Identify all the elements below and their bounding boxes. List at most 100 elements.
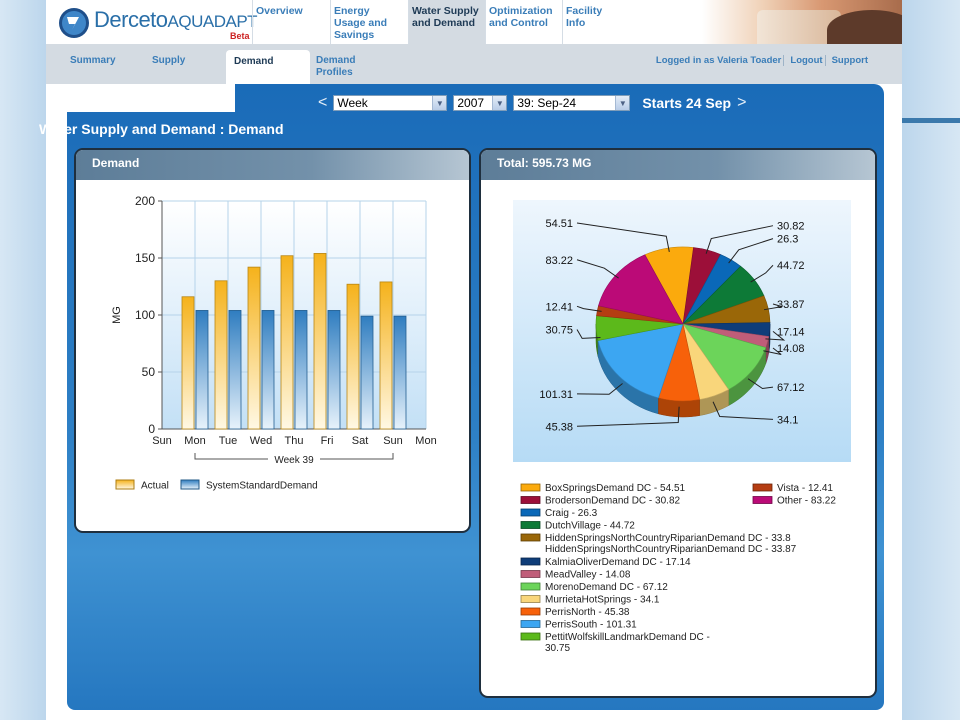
- pie-data-label: 54.51: [545, 218, 573, 230]
- x-tick-label: Sun: [383, 435, 403, 447]
- user-links: Logged in as Valeria Toader Logout Support: [652, 55, 868, 66]
- period-start-label: Starts 24 Sep: [642, 95, 732, 111]
- pie-data-label: 12.41: [545, 301, 573, 313]
- tab-energy-usage-and-savings[interactable]: Energy Usage and Savings: [330, 0, 408, 44]
- legend-swatch: [520, 521, 541, 529]
- background-accent-bar: [902, 118, 960, 123]
- legend-swatch: [520, 582, 541, 591]
- week-select[interactable]: 39: Sep-24 ▼: [513, 95, 631, 111]
- pie-leader-line: [765, 330, 786, 341]
- subtab-demand[interactable]: Demand: [226, 50, 310, 84]
- legend-swatch: [520, 595, 541, 603]
- y-axis-label: MG: [111, 306, 123, 324]
- pie-data-label: 26.3: [777, 234, 798, 246]
- bar-actual: [280, 255, 294, 430]
- bar-system-standard-demand: [393, 315, 407, 430]
- pie-data-label: 44.72: [777, 260, 805, 272]
- legend-label: MeadValley - 14.08: [545, 570, 631, 581]
- week-group-label: Week 39: [274, 455, 314, 466]
- pie-leader-line: [576, 259, 619, 279]
- bar-actual: [346, 283, 360, 430]
- tab-optimization-and-control[interactable]: Optimization and Control: [485, 0, 562, 44]
- pie-leader-line: [576, 329, 601, 339]
- tab-facility-info[interactable]: Facility Info: [562, 0, 622, 44]
- x-tick-label: Fri: [321, 435, 334, 447]
- legend-label: HiddenSpringsNorthCountryRiparianDemand …: [545, 533, 791, 544]
- legend-swatch: [180, 479, 200, 490]
- logo-wordmark: DercetoAQUADAPT: [94, 7, 258, 33]
- y-tick-label: 50: [142, 365, 156, 379]
- legend-label: MurrietaHotSprings - 34.1: [545, 595, 660, 606]
- year-select[interactable]: 2007 ▼: [453, 95, 508, 111]
- legend-label: Craig - 26.3: [545, 508, 598, 519]
- pie-leader-line: [750, 264, 774, 283]
- legend-swatch: [752, 496, 773, 504]
- pie-leader-line: [705, 225, 774, 254]
- legend-swatch: [520, 620, 541, 628]
- legend-swatch: [520, 570, 541, 578]
- tab-overview[interactable]: Overview: [252, 0, 330, 44]
- next-period-button[interactable]: >: [737, 94, 747, 111]
- chevron-down-icon[interactable]: ▼: [492, 96, 507, 110]
- previous-period-button[interactable]: <: [318, 94, 328, 111]
- pie-data-label: 34.1: [777, 414, 798, 426]
- header-photo: [702, 0, 902, 44]
- x-tick-label: Tue: [219, 435, 238, 447]
- x-tick-label: Sat: [352, 435, 369, 447]
- week-label-bg: [268, 452, 320, 465]
- subtab-summary[interactable]: Summary: [70, 55, 116, 66]
- period-selector: < Week ▼ 2007 ▼ 39: Sep-24 ▼ Starts 24 S…: [312, 94, 752, 112]
- total-panel-title: Total: 595.73 MG: [481, 150, 875, 180]
- pie-leader-line: [747, 378, 774, 390]
- legend-label: KalmiaOliverDemand DC - 17.14: [545, 557, 691, 568]
- legend-swatch: [520, 496, 541, 504]
- pie-data-label: 17.14: [777, 326, 805, 338]
- week-value: 39: Sep-24: [517, 96, 577, 110]
- subtab-supply[interactable]: Supply: [152, 55, 186, 66]
- x-tick-label: Mon: [184, 435, 205, 447]
- legend-label: Other - 83.22: [777, 496, 836, 507]
- pie-data-label: 83.22: [545, 255, 573, 267]
- legend-swatch: [752, 483, 773, 492]
- legend-label: DutchVillage - 44.72: [545, 521, 635, 532]
- logo-swirl-icon: [59, 8, 89, 38]
- pie-leader-line: [576, 383, 623, 395]
- divider: [783, 55, 785, 66]
- pie-data-label: 101.31: [539, 389, 573, 401]
- chevron-down-icon[interactable]: ▼: [615, 96, 630, 110]
- bar-system-standard-demand: [195, 310, 209, 430]
- pie-leader-line: [576, 222, 670, 252]
- app-logo[interactable]: DercetoAQUADAPT Beta: [56, 4, 258, 42]
- bar-actual: [379, 281, 393, 430]
- legend-label: PettitWolfskillLandmarkDemand DC -: [545, 632, 710, 643]
- logout-link[interactable]: Logout: [790, 55, 823, 67]
- support-link[interactable]: Support: [831, 55, 868, 67]
- granularity-select[interactable]: Week ▼: [333, 95, 448, 111]
- subtab-demand-profiles[interactable]: Demand Profiles: [316, 55, 356, 78]
- pie-data-label: 30.82: [777, 221, 805, 233]
- legend-swatch: [520, 632, 541, 641]
- total-panel: Total: 595.73 MG 54.51 30.82 26.3 44.72 33.8…: [479, 148, 877, 698]
- tab-water-supply-and-demand[interactable]: Water Supply and Demand: [408, 0, 485, 44]
- y-tick-label: 100: [135, 308, 155, 322]
- bar-actual: [247, 266, 261, 430]
- legend-label: MorenoDemand DC - 67.12: [545, 582, 668, 593]
- bar-system-standard-demand: [294, 310, 308, 430]
- year-value: 2007: [457, 96, 485, 110]
- x-tick-label: Mon: [415, 435, 436, 447]
- pie-data-label: 14.08: [777, 343, 805, 355]
- bar-actual: [181, 296, 195, 430]
- chevron-down-icon[interactable]: ▼: [432, 96, 447, 110]
- x-tick-label: Sun: [152, 435, 172, 447]
- granularity-value: Week: [337, 96, 368, 110]
- pie-data-label: 33.87: [777, 299, 805, 311]
- legend-swatch: [520, 533, 541, 542]
- legend-label: PerrisNorth - 45.38: [545, 607, 630, 618]
- sub-navigation: Summary Supply Demand Demand Profiles Lo…: [46, 44, 902, 84]
- legend-label: Vista - 12.41: [777, 483, 833, 494]
- x-tick-label: Thu: [285, 435, 304, 447]
- pie-data-label: 45.38: [545, 421, 573, 433]
- page-title: Water Supply and Demand : Demand: [39, 121, 284, 137]
- x-tick-label: Wed: [250, 435, 272, 447]
